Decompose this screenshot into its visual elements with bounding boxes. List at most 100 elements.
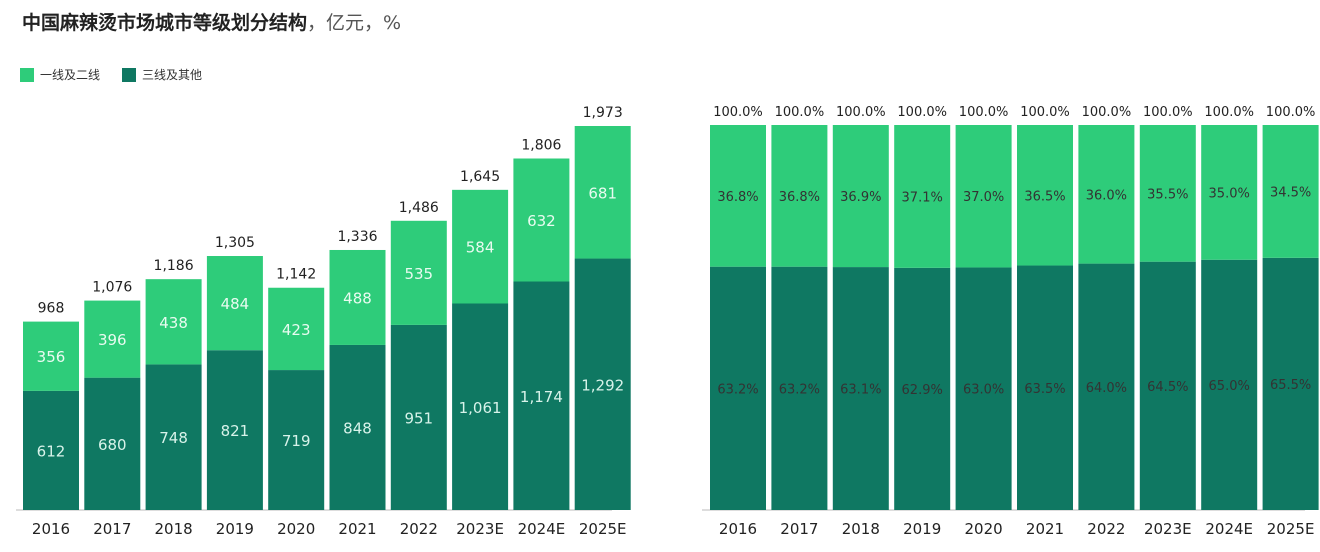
pct-label-tier3: 63.0% bbox=[963, 383, 1004, 398]
pct-bar-segment-tier12 bbox=[1139, 125, 1196, 262]
bar-label-tier3: 951 bbox=[404, 409, 433, 427]
legend-label-tier12: 一线及二线 bbox=[40, 68, 101, 82]
pct-x-tick-label: 2016 bbox=[719, 520, 757, 538]
chart-title: 中国麻辣烫市场城市等级划分结构，亿元，% bbox=[22, 8, 401, 35]
x-tick-label: 2025E bbox=[579, 520, 627, 538]
pct-label-tier12: 36.0% bbox=[1086, 188, 1127, 203]
pct-label-tier12: 34.5% bbox=[1270, 185, 1311, 200]
chart-title-main: 中国麻辣烫市场城市等级划分结构 bbox=[22, 12, 308, 34]
left-chart-absolute: 612 356 968 2016 680 396 1,076 2017 748 438 1,186 2… bbox=[16, 105, 631, 538]
bar-segment-tier3 bbox=[452, 303, 509, 510]
pct-x-tick-label: 2022 bbox=[1087, 520, 1125, 538]
bar-segment-tier12 bbox=[268, 287, 325, 371]
bar-total-label: 1,645 bbox=[460, 169, 500, 185]
pct-bar-segment-tier3 bbox=[771, 266, 828, 510]
pct-bar-segment-tier3 bbox=[1017, 265, 1073, 510]
bar-segment-tier3 bbox=[23, 390, 79, 510]
bar-label-tier12: 488 bbox=[343, 289, 372, 307]
pct-total-label: 100.0% bbox=[1204, 105, 1254, 120]
x-tick-label: 2017 bbox=[93, 520, 131, 538]
pct-label-tier12: 36.5% bbox=[1024, 189, 1065, 204]
pct-label-tier12: 36.8% bbox=[717, 190, 758, 205]
bar-total-label: 1,076 bbox=[92, 280, 132, 296]
bar-total-label: 1,806 bbox=[521, 138, 561, 154]
pct-total-label: 100.0% bbox=[959, 105, 1009, 120]
pct-bar-segment-tier3 bbox=[1201, 259, 1258, 510]
bar-total-label: 1,305 bbox=[215, 235, 255, 251]
bar-label-tier3: 1,061 bbox=[459, 399, 502, 417]
pct-bar-segment-tier12 bbox=[1078, 125, 1135, 264]
x-tick-label: 2016 bbox=[32, 520, 70, 538]
pct-total-label: 100.0% bbox=[1082, 105, 1132, 120]
bar-total-label: 1,142 bbox=[276, 267, 316, 283]
pct-label-tier12: 37.1% bbox=[902, 190, 943, 205]
pct-bar-segment-tier12 bbox=[771, 125, 828, 267]
pct-x-tick-label: 2020 bbox=[965, 520, 1003, 538]
pct-label-tier12: 35.0% bbox=[1209, 186, 1250, 201]
pct-bar-segment-tier12 bbox=[955, 125, 1012, 268]
pct-total-label: 100.0% bbox=[897, 105, 947, 120]
bar-label-tier12: 396 bbox=[98, 331, 127, 349]
legend-swatch-tier12 bbox=[20, 67, 34, 82]
pct-label-tier3: 65.0% bbox=[1209, 379, 1250, 394]
pct-bar-segment-tier3 bbox=[1139, 261, 1196, 510]
pct-label-tier12: 36.9% bbox=[840, 190, 881, 205]
legend-item-tier3: 三线及其他 bbox=[122, 66, 202, 83]
pct-total-label: 100.0% bbox=[1266, 105, 1316, 120]
bar-segment-tier12 bbox=[206, 256, 263, 351]
x-tick-label: 2022 bbox=[400, 520, 438, 538]
bar-segment-tier12 bbox=[574, 126, 631, 259]
pct-label-tier3: 65.5% bbox=[1270, 378, 1311, 393]
bar-total-label: 1,336 bbox=[337, 229, 377, 245]
x-tick-label: 2021 bbox=[338, 520, 376, 538]
bar-label-tier12: 584 bbox=[466, 239, 495, 257]
pct-bar-segment-tier12 bbox=[1262, 125, 1319, 258]
pct-x-tick-label: 2024E bbox=[1205, 520, 1253, 538]
bar-segment-tier3 bbox=[206, 350, 263, 510]
bar-segment-tier12 bbox=[23, 321, 79, 391]
right-chart-percent: 63.2% 36.8% 100.0% 2016 63.2% 36.8% 100.0% 2017… bbox=[702, 105, 1319, 538]
bar-label-tier3: 612 bbox=[37, 442, 66, 460]
pct-bar-segment-tier12 bbox=[1017, 125, 1073, 266]
bar-label-tier3: 1,174 bbox=[520, 388, 563, 406]
x-tick-label: 2024E bbox=[518, 520, 566, 538]
pct-label-tier12: 36.8% bbox=[779, 190, 820, 205]
pct-label-tier12: 37.0% bbox=[963, 190, 1004, 205]
bar-segment-tier12 bbox=[452, 189, 509, 304]
x-tick-label: 2020 bbox=[277, 520, 315, 538]
bar-label-tier3: 680 bbox=[98, 436, 127, 454]
bar-label-tier12: 484 bbox=[221, 295, 250, 313]
bar-label-tier3: 748 bbox=[159, 429, 188, 447]
bar-label-tier3: 1,292 bbox=[581, 376, 624, 394]
bar-segment-tier3 bbox=[268, 370, 325, 510]
pct-x-tick-label: 2019 bbox=[903, 520, 941, 538]
pct-bar-segment-tier12 bbox=[894, 125, 951, 268]
pct-bar-segment-tier3 bbox=[955, 267, 1012, 510]
pct-label-tier3: 63.5% bbox=[1024, 382, 1065, 397]
bar-segment-tier12 bbox=[390, 220, 447, 325]
bar-total-label: 1,486 bbox=[399, 200, 439, 216]
legend-item-tier12: 一线及二线 bbox=[20, 66, 100, 83]
pct-label-tier3: 64.0% bbox=[1086, 381, 1127, 396]
x-tick-label: 2018 bbox=[155, 520, 193, 538]
pct-x-tick-label: 2025E bbox=[1267, 520, 1315, 538]
x-tick-label: 2023E bbox=[456, 520, 504, 538]
bar-label-tier12: 438 bbox=[159, 314, 188, 332]
bar-label-tier3: 848 bbox=[343, 419, 372, 437]
bar-label-tier12: 632 bbox=[527, 212, 556, 230]
pct-bar-segment-tier3 bbox=[1262, 257, 1319, 510]
bar-total-label: 968 bbox=[38, 301, 65, 317]
pct-bar-segment-tier12 bbox=[1201, 125, 1258, 260]
legend-label-tier3: 三线及其他 bbox=[142, 68, 203, 82]
bar-segment-tier3 bbox=[574, 258, 631, 510]
pct-bar-segment-tier12 bbox=[710, 125, 766, 267]
pct-label-tier3: 63.2% bbox=[717, 382, 758, 397]
pct-label-tier3: 62.9% bbox=[902, 383, 943, 398]
bar-segment-tier12 bbox=[145, 279, 202, 365]
bar-segment-tier12 bbox=[84, 300, 141, 378]
pct-bar-segment-tier3 bbox=[710, 266, 766, 510]
pct-x-tick-label: 2017 bbox=[780, 520, 818, 538]
legend: 一线及二线 三线及其他 bbox=[20, 66, 202, 83]
bar-segment-tier3 bbox=[390, 324, 447, 510]
